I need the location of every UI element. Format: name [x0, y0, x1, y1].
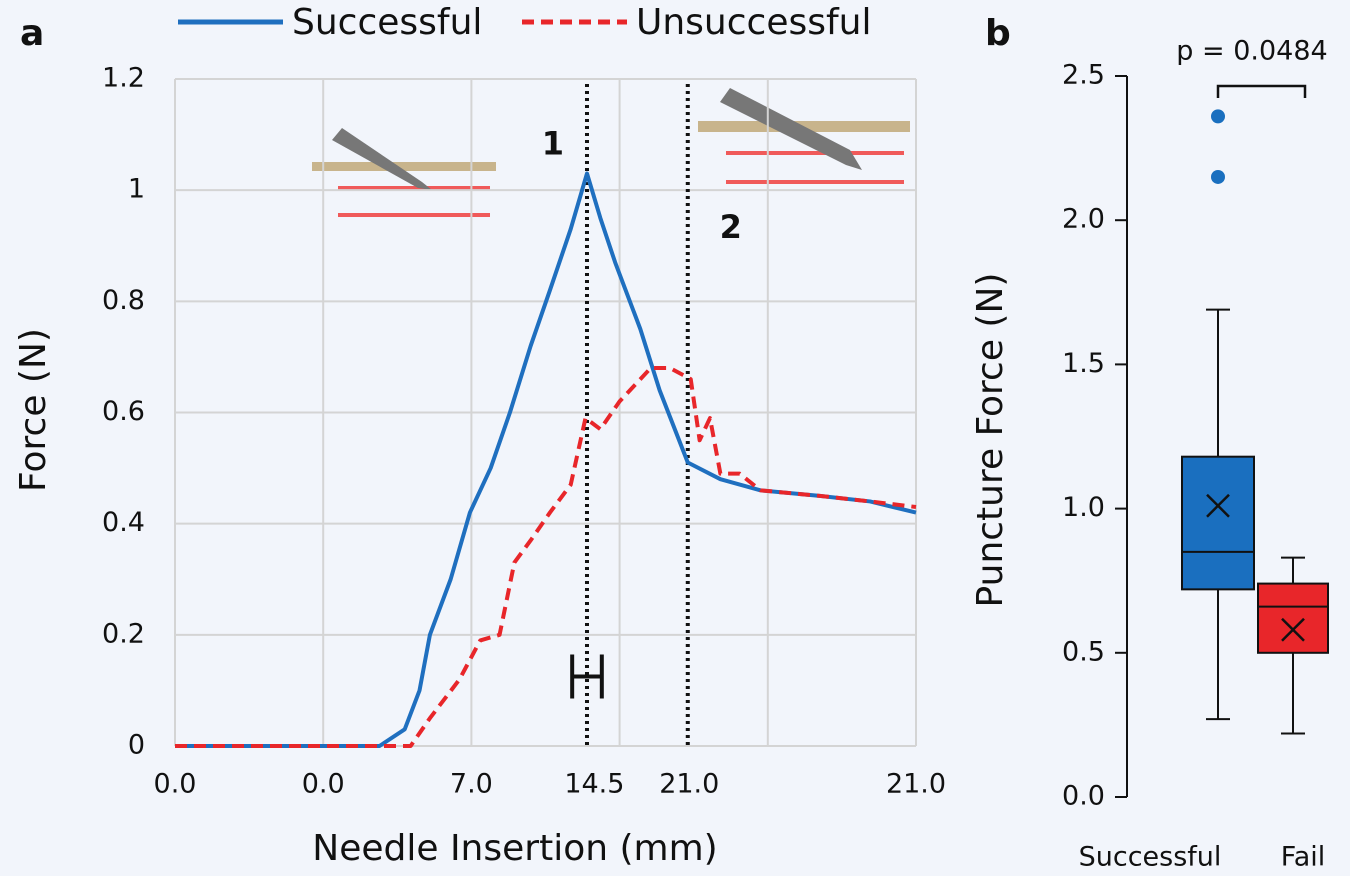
mean-marker — [1281, 617, 1305, 642]
y-tick-label: 2.5 — [1062, 60, 1105, 91]
y-tick-label: 0.6 — [102, 396, 145, 427]
y-tick-label: 1 — [128, 174, 145, 205]
y-axis-title: Puncture Force (N) — [970, 273, 1011, 608]
x-tick-label: Fail — [1281, 842, 1326, 873]
y-tick-label: 0.2 — [102, 618, 145, 649]
inset-1 — [312, 128, 496, 217]
y-axis-title: Force (N) — [13, 328, 54, 492]
outlier — [1211, 109, 1225, 124]
y-tick-label: 0.5 — [1062, 636, 1105, 667]
x-tick-label: 0.0 — [154, 769, 197, 800]
box — [1257, 582, 1329, 654]
x-tick-label: 14.5 — [564, 769, 624, 800]
annotation: 1 — [542, 125, 564, 163]
y-tick-label: 0.4 — [102, 507, 145, 538]
y-tick-label: 0.0 — [1062, 781, 1105, 812]
y-tick-label: 2.0 — [1062, 204, 1105, 235]
outlier — [1211, 169, 1225, 184]
legend-label: Successful — [292, 2, 482, 43]
box — [1181, 455, 1255, 591]
mean-marker — [1206, 493, 1230, 518]
x-tick-label: 21.0 — [886, 769, 946, 800]
x-tick-label: Successful — [1079, 842, 1222, 873]
x-axis-title: Needle Insertion (mm) — [312, 828, 717, 869]
x-tick-label: 7.0 — [450, 769, 493, 800]
x-tick-label: 0.0 — [302, 769, 345, 800]
panel-label: b — [985, 13, 1011, 54]
annotation: 2 — [720, 208, 742, 246]
y-tick-label: 0.8 — [102, 285, 145, 316]
panel-label: a — [20, 13, 44, 54]
y-tick-label: 1.5 — [1062, 348, 1105, 379]
inset-2 — [698, 88, 910, 184]
data-line — [175, 171, 917, 748]
y-tick-label: 0 — [128, 730, 145, 761]
p-value: p = 0.0484 — [1176, 36, 1327, 67]
x-tick-label: 21.0 — [659, 769, 719, 800]
y-tick-label: 1.2 — [102, 63, 145, 94]
significance-bracket — [1216, 84, 1307, 98]
y-tick-label: 1.0 — [1062, 492, 1105, 523]
legend-label: Unsuccessful — [636, 2, 871, 43]
data-line — [175, 366, 917, 748]
